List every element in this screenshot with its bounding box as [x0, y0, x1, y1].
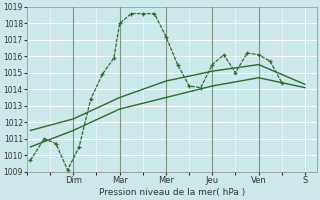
X-axis label: Pression niveau de la mer( hPa ): Pression niveau de la mer( hPa ) — [99, 188, 245, 197]
